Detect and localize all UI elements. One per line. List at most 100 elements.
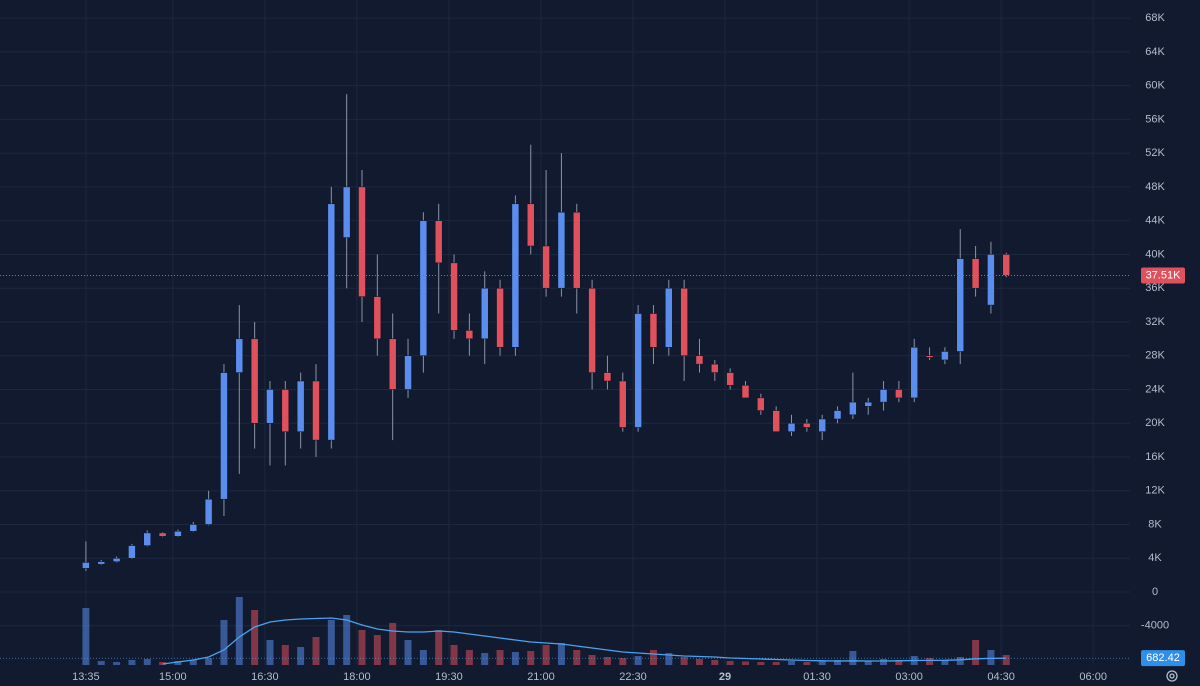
candle-body — [603, 372, 612, 382]
candle-body — [987, 254, 995, 306]
gear-inner[interactable] — [1169, 673, 1175, 679]
y-tick-label: 0 — [1152, 586, 1158, 598]
gear-outer[interactable] — [1166, 670, 1178, 682]
candle-body — [235, 338, 244, 373]
volume-bar — [695, 659, 703, 665]
candle-body — [189, 524, 198, 532]
y-tick-label: 4K — [1148, 552, 1162, 564]
volume-bar — [235, 597, 243, 665]
candle-body — [849, 401, 857, 416]
y-tick-label: -4000 — [1141, 620, 1169, 632]
last-volume-box — [1141, 650, 1185, 667]
candle-body — [465, 330, 474, 340]
candle-body — [879, 389, 888, 403]
candle-body — [128, 545, 136, 559]
volume-bar — [435, 630, 443, 665]
settings-icon[interactable] — [1166, 670, 1178, 682]
candle-body — [665, 287, 673, 348]
volume-bar — [818, 661, 826, 665]
volume-bar — [297, 647, 305, 665]
candle-body — [619, 380, 627, 428]
x-tick-label: 19:30 — [435, 671, 463, 683]
volume-bar — [741, 661, 749, 665]
axis-labels: -4000 0 4K 8K 12K 16K 20K 24K 28K 32K 36K 40K 44K 48K… — [72, 12, 1185, 683]
candle-body — [388, 338, 397, 390]
volume-bar — [527, 651, 535, 665]
x-tick-label: 01:30 — [803, 671, 831, 683]
x-tick-label: 03:00 — [895, 671, 923, 683]
y-tick-label: 64K — [1145, 46, 1165, 58]
volume-bar — [941, 660, 949, 665]
volume-bar — [327, 620, 335, 665]
volume-bar — [358, 630, 366, 665]
candle-body — [941, 351, 949, 361]
x-tick-label: 13:35 — [72, 671, 100, 683]
volume-bar — [895, 660, 903, 665]
volume-bar — [97, 661, 105, 665]
y-tick-label: 48K — [1145, 181, 1165, 193]
candle-body — [312, 380, 320, 441]
volume-bar — [711, 660, 719, 665]
volume-bar — [603, 657, 611, 665]
volume-bar — [956, 657, 964, 665]
candle-body — [250, 338, 259, 424]
volume-bar — [772, 662, 780, 665]
x-tick-label: 18:00 — [343, 671, 371, 683]
volume-bar — [189, 660, 197, 665]
volume-bar — [972, 640, 980, 665]
candle-body — [373, 296, 382, 340]
candle-body — [450, 262, 458, 331]
volume-bar — [82, 608, 90, 665]
candle-body — [557, 211, 566, 289]
volume-bar — [864, 661, 872, 665]
volume-bar — [619, 658, 627, 665]
y-tick-label: 24K — [1145, 383, 1165, 395]
candle-body — [864, 401, 872, 407]
volume-bar — [680, 657, 688, 665]
volume-bar — [649, 650, 657, 665]
volume-bar — [726, 661, 734, 665]
candle-body — [803, 422, 811, 428]
volume-bar — [788, 661, 796, 665]
candle-body — [757, 397, 765, 411]
candle-body — [358, 186, 366, 297]
candle-body — [588, 287, 596, 373]
volume-bar — [174, 661, 182, 665]
candle-body — [741, 384, 750, 399]
volume-bar — [803, 662, 811, 665]
volume-ma-line — [162, 617, 1007, 665]
volume-bar — [220, 620, 228, 665]
volume-bar — [557, 643, 565, 665]
candle-body — [910, 347, 918, 399]
volume-bar — [450, 645, 458, 665]
candle-body — [971, 258, 980, 289]
candle-body — [787, 422, 796, 432]
candle-body — [327, 203, 336, 441]
volume-bar — [404, 640, 412, 665]
y-tick-label: 60K — [1145, 80, 1165, 92]
candle-body — [342, 186, 351, 238]
volume-bar — [419, 650, 427, 665]
candle-body — [542, 245, 550, 289]
candle-body — [281, 389, 290, 432]
volume-bar — [266, 640, 274, 665]
volume-bar — [511, 652, 519, 665]
y-tick-label: 44K — [1145, 215, 1165, 227]
y-tick-label: 40K — [1145, 248, 1165, 260]
candle-body — [772, 410, 780, 432]
y-tick-label: 56K — [1145, 113, 1165, 125]
volume-bar — [113, 662, 121, 665]
candle-body — [573, 211, 581, 289]
y-tick-label: 52K — [1145, 147, 1165, 159]
candle-body — [680, 287, 688, 356]
candle-body — [404, 355, 412, 390]
candle-body — [174, 530, 182, 537]
x-tick-label: 21:00 — [527, 671, 555, 683]
candle-body — [649, 313, 658, 348]
last-price-box — [1141, 267, 1185, 284]
last-volume-label: 682.42 — [1146, 652, 1180, 664]
candle-body — [97, 561, 105, 565]
candle-body — [204, 498, 213, 525]
volume-bar — [1002, 655, 1010, 665]
